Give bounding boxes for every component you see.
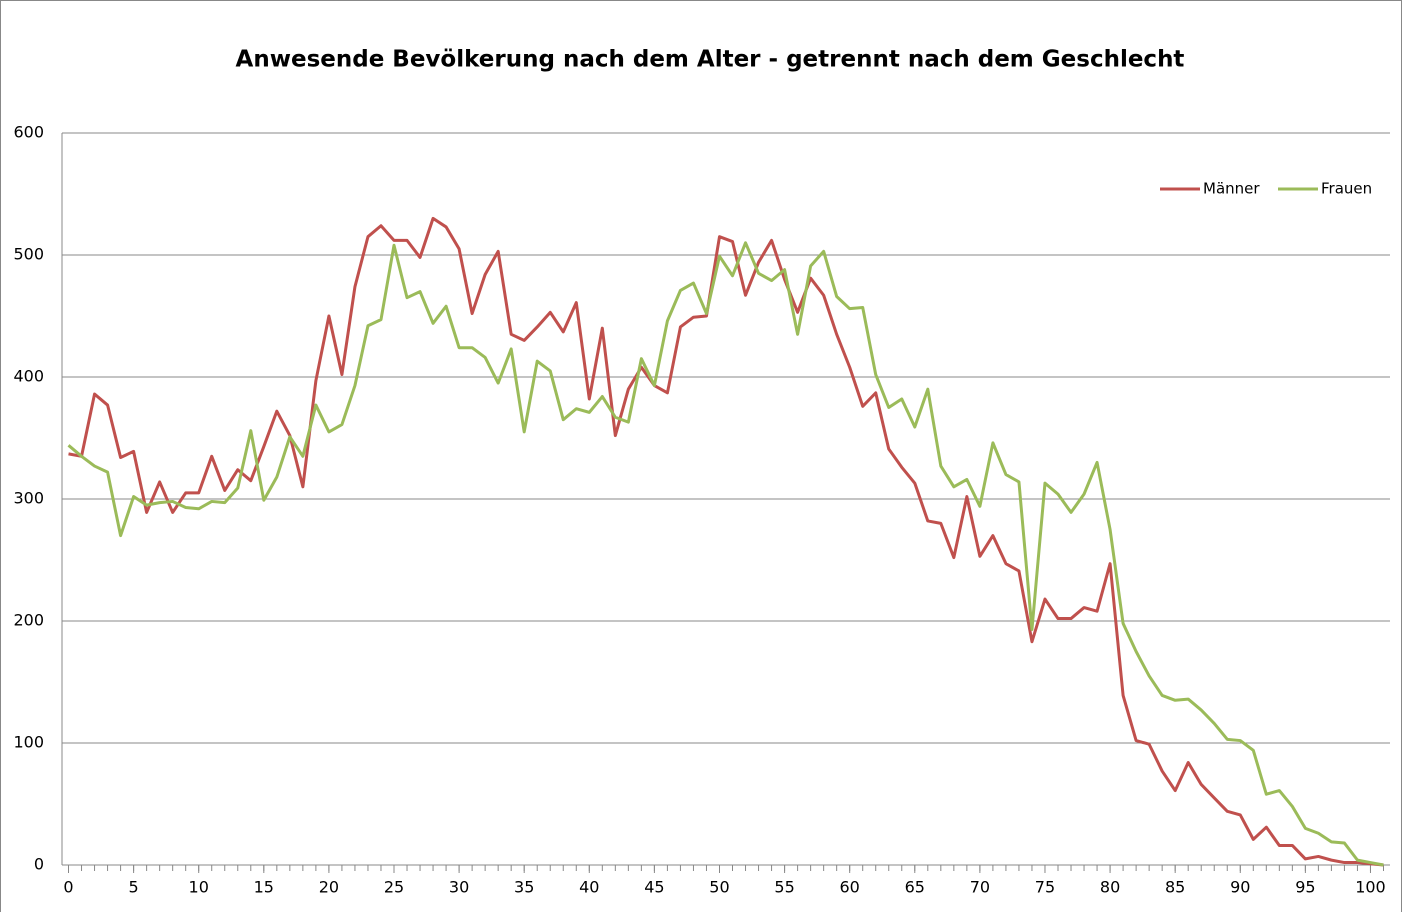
- x-tick-label: 75: [1035, 878, 1055, 897]
- y-tick-label: 0: [34, 855, 44, 874]
- x-tick-label: 15: [254, 878, 274, 897]
- x-tick-label: 95: [1295, 878, 1315, 897]
- legend-label: Frauen: [1321, 180, 1372, 198]
- series-line: [68, 216, 1384, 867]
- x-tick-label: 85: [1165, 878, 1185, 897]
- x-tick-label: 5: [129, 878, 139, 897]
- x-tick-label: 25: [384, 878, 404, 897]
- y-tick-label: 100: [13, 733, 44, 752]
- x-tick-label: 70: [970, 878, 990, 897]
- x-tick-label: 20: [319, 878, 339, 897]
- y-tick-label: 500: [13, 245, 44, 264]
- chart-title: Anwesende Bevölkerung nach dem Alter - g…: [236, 47, 1185, 73]
- x-tick-label: 55: [774, 878, 794, 897]
- x-tick-label: 35: [514, 878, 534, 897]
- legend-label: Männer: [1203, 180, 1260, 198]
- y-tick-label: 200: [13, 611, 44, 630]
- x-tick-label: 0: [63, 878, 73, 897]
- x-tick-label: 100: [1355, 878, 1386, 897]
- x-tick-label: 10: [189, 878, 209, 897]
- series-line: [67, 241, 1384, 867]
- x-tick-label: 65: [905, 878, 925, 897]
- x-tick-label: 45: [644, 878, 664, 897]
- x-tick-label: 60: [840, 878, 860, 897]
- y-tick-label: 300: [13, 489, 44, 508]
- y-tick-label: 400: [13, 367, 44, 386]
- x-tick-label: 40: [579, 878, 599, 897]
- x-tick-label: 50: [709, 878, 729, 897]
- x-tick-label: 90: [1230, 878, 1250, 897]
- x-tick-label: 30: [449, 878, 469, 897]
- x-tick-label: 80: [1100, 878, 1120, 897]
- y-tick-label: 600: [13, 123, 44, 142]
